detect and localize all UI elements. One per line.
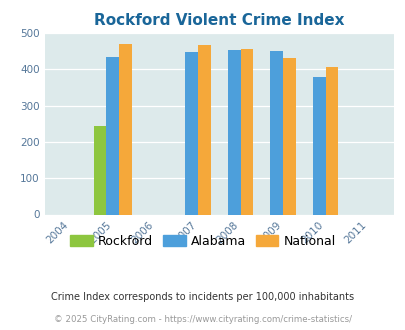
Bar [240,50,253,214]
Bar [198,45,210,214]
Bar [270,51,282,214]
Bar [185,52,198,214]
Bar [94,126,106,214]
Bar [325,68,338,214]
Text: Crime Index corresponds to incidents per 100,000 inhabitants: Crime Index corresponds to incidents per… [51,292,354,302]
Bar [282,58,295,214]
Bar [227,50,240,214]
Bar [119,44,132,214]
Bar [106,57,119,214]
Legend: Rockford, Alabama, National: Rockford, Alabama, National [65,230,340,253]
Title: Rockford Violent Crime Index: Rockford Violent Crime Index [94,13,343,28]
Text: © 2025 CityRating.com - https://www.cityrating.com/crime-statistics/: © 2025 CityRating.com - https://www.city… [54,315,351,324]
Bar [312,77,325,214]
